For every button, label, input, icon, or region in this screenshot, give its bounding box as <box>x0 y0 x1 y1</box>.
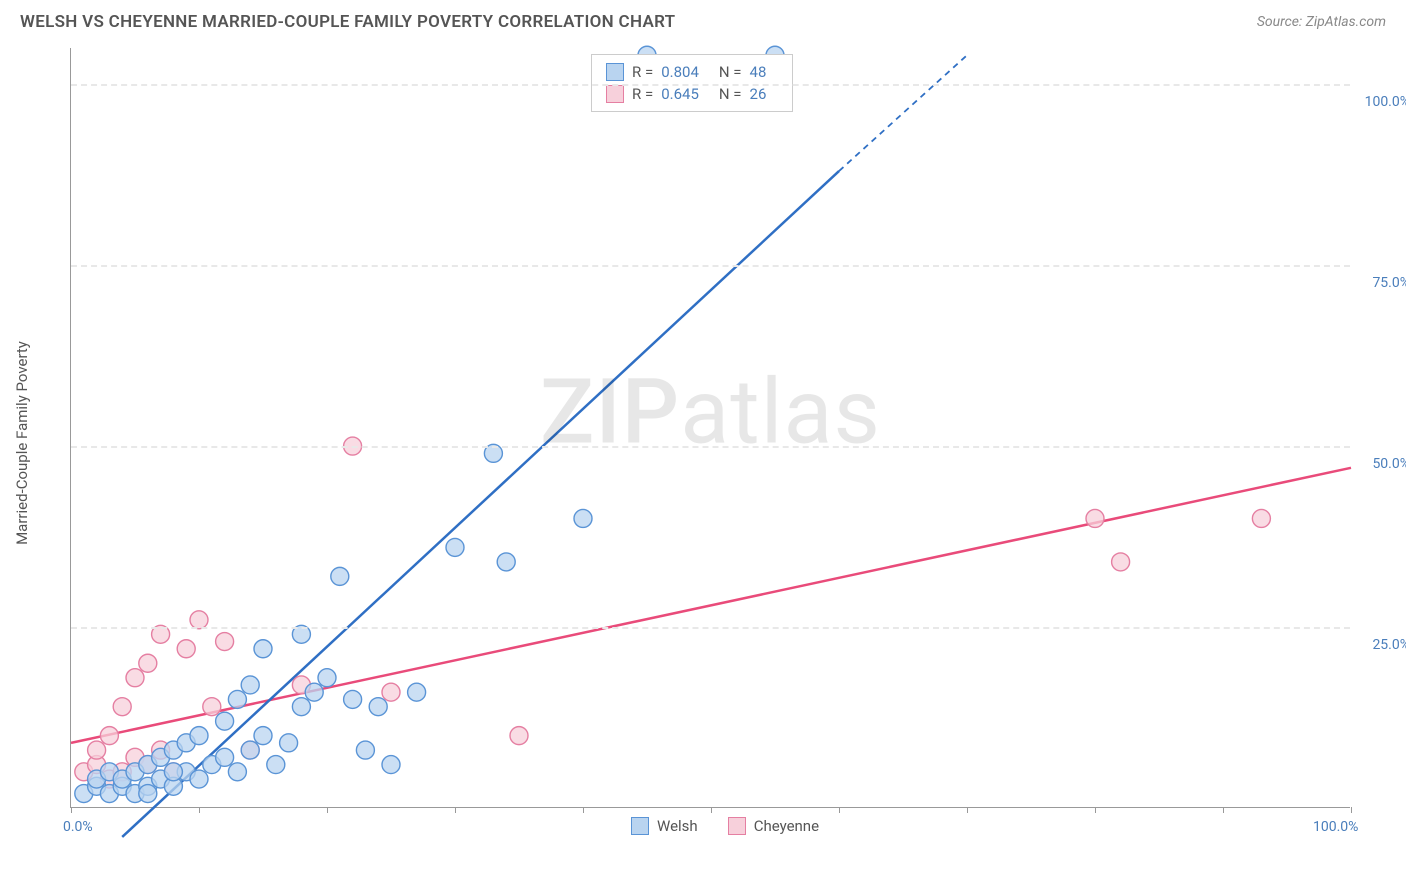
x-tick-label: 0.0% <box>63 819 93 835</box>
y-tick-label: 25.0% <box>1372 637 1406 653</box>
data-point <box>1086 509 1104 527</box>
r-label: R = <box>632 85 653 103</box>
data-point <box>139 785 157 803</box>
legend-row-cheyenne: R = 0.645 N = 26 <box>606 83 778 105</box>
x-tick <box>583 807 584 813</box>
welsh-swatch-icon <box>631 817 649 835</box>
x-tick <box>327 807 328 813</box>
cheyenne-label: Cheyenne <box>754 817 819 835</box>
x-tick-label: 100.0% <box>1313 819 1358 835</box>
source-prefix: Source: <box>1257 14 1306 30</box>
data-point <box>177 640 195 658</box>
legend-row-welsh: R = 0.804 N = 48 <box>606 61 778 83</box>
data-point <box>216 712 234 730</box>
data-point <box>228 763 246 781</box>
trend-line-extrapolated <box>839 55 967 171</box>
welsh-r-value: 0.804 <box>661 63 699 81</box>
data-point <box>382 756 400 774</box>
data-point <box>216 748 234 766</box>
grid-line <box>71 265 1350 267</box>
data-point <box>574 509 592 527</box>
data-point <box>164 763 182 781</box>
data-point <box>254 727 272 745</box>
data-point <box>382 683 400 701</box>
data-point <box>446 538 464 556</box>
data-point <box>1252 509 1270 527</box>
grid-line <box>71 84 1350 86</box>
data-point <box>88 741 106 759</box>
data-point <box>497 553 515 571</box>
correlation-legend: R = 0.804 N = 48 R = 0.645 N = 26 <box>591 54 793 112</box>
grid-line <box>71 627 1350 629</box>
data-point <box>228 690 246 708</box>
cheyenne-swatch-icon <box>728 817 746 835</box>
cheyenne-swatch-icon <box>606 85 624 103</box>
data-point <box>190 770 208 788</box>
y-tick-label: 75.0% <box>1372 275 1406 291</box>
x-tick <box>199 807 200 813</box>
x-tick <box>711 807 712 813</box>
y-tick-label: 100.0% <box>1365 94 1406 110</box>
data-point <box>305 683 323 701</box>
data-point <box>369 698 387 716</box>
welsh-swatch-icon <box>606 63 624 81</box>
data-point <box>190 727 208 745</box>
data-point <box>280 734 298 752</box>
x-tick <box>839 807 840 813</box>
x-tick <box>71 807 72 813</box>
chart-area: Married-Couple Family Poverty ZIPatlas R… <box>50 48 1390 838</box>
data-point <box>100 727 118 745</box>
data-point <box>254 640 272 658</box>
cheyenne-n-value: 26 <box>750 85 767 103</box>
data-point <box>267 756 285 774</box>
data-point <box>292 698 310 716</box>
legend-item-welsh: Welsh <box>631 817 698 835</box>
n-label: N = <box>719 85 742 103</box>
data-point <box>408 683 426 701</box>
data-point <box>241 676 259 694</box>
data-point <box>126 669 144 687</box>
y-tick-label: 50.0% <box>1372 456 1406 472</box>
data-point <box>331 567 349 585</box>
x-tick <box>967 807 968 813</box>
welsh-n-value: 48 <box>750 63 767 81</box>
x-tick <box>1095 807 1096 813</box>
r-label: R = <box>632 63 653 81</box>
source-name: ZipAtlas.com <box>1306 14 1386 30</box>
plot-box: ZIPatlas R = 0.804 N = 48 R = 0.645 N = … <box>70 48 1350 808</box>
trend-line <box>71 468 1351 743</box>
grid-line <box>71 446 1350 448</box>
data-point <box>344 690 362 708</box>
trend-line <box>122 171 839 837</box>
n-label: N = <box>719 63 742 81</box>
data-point <box>356 741 374 759</box>
x-tick <box>1351 807 1352 813</box>
data-point <box>203 698 221 716</box>
data-point <box>113 698 131 716</box>
welsh-label: Welsh <box>657 817 698 835</box>
data-point <box>216 633 234 651</box>
x-tick <box>455 807 456 813</box>
cheyenne-r-value: 0.645 <box>661 85 699 103</box>
source-attribution: Source: ZipAtlas.com <box>1257 14 1386 30</box>
data-point <box>1112 553 1130 571</box>
chart-title: WELSH VS CHEYENNE MARRIED-COUPLE FAMILY … <box>20 12 675 32</box>
data-point <box>241 741 259 759</box>
x-tick <box>1223 807 1224 813</box>
series-legend: Welsh Cheyenne <box>631 817 819 835</box>
y-axis-label: Married-Couple Family Poverty <box>13 341 31 545</box>
scatter-plot-svg <box>71 48 1350 807</box>
legend-item-cheyenne: Cheyenne <box>728 817 819 835</box>
data-point <box>139 654 157 672</box>
data-point <box>318 669 336 687</box>
data-point <box>510 727 528 745</box>
